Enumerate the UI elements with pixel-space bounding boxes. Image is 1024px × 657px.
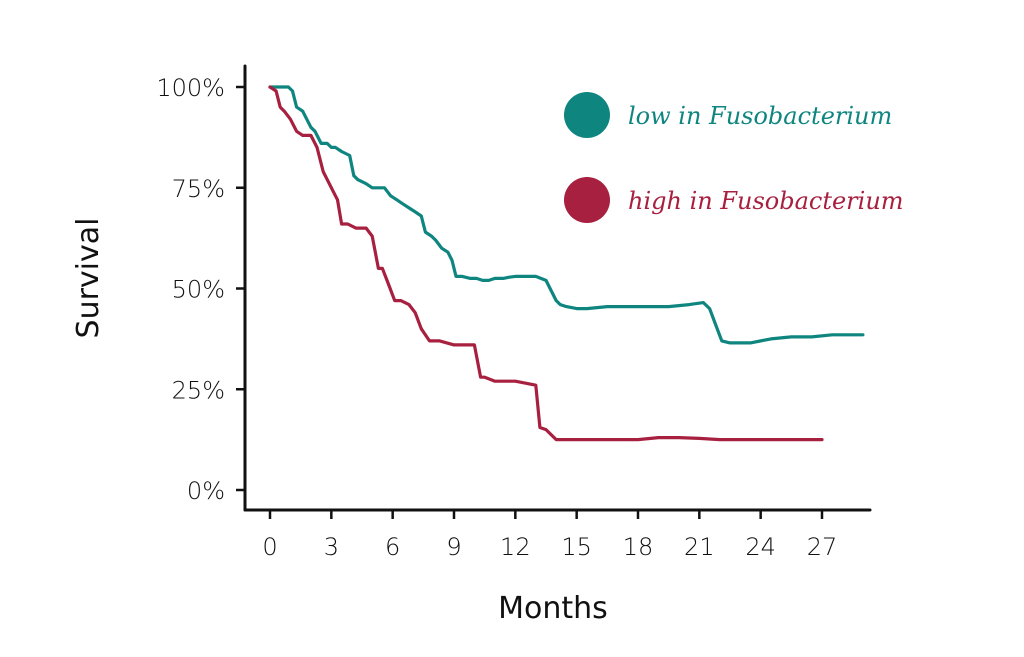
series-line-high — [268, 85, 824, 442]
x-tick-label: 0 — [262, 533, 277, 561]
x-tick-label: 21 — [684, 533, 715, 561]
x-tick-label: 12 — [500, 533, 531, 561]
series-layer — [268, 85, 865, 442]
legend-swatch-high — [564, 177, 610, 223]
y-tick-label: 75% — [172, 175, 225, 203]
x-tick-label: 9 — [446, 533, 461, 561]
y-tick-label: 100% — [156, 74, 225, 102]
legend-swatch-low — [564, 92, 610, 138]
legend-label-high: high in Fusobacterium — [628, 187, 904, 215]
legend: low in Fusobacterium high in Fusobacteriu… — [564, 92, 904, 223]
x-tick-label: 27 — [807, 533, 838, 561]
y-tick-label: 0% — [187, 477, 225, 505]
x-tick-label: 15 — [561, 533, 592, 561]
x-tick-label: 3 — [324, 533, 339, 561]
axes: 0% 25% 50% 75% 100% 0 3 6 9 12 15 18 21 24 27 — [156, 64, 872, 561]
x-tick-label: 18 — [623, 533, 654, 561]
x-axis-title: Months — [498, 591, 608, 626]
y-axis-title: Survival — [71, 218, 106, 339]
x-tick-label: 24 — [745, 533, 776, 561]
legend-label-low: low in Fusobacterium — [628, 102, 892, 130]
y-tick-label: 50% — [172, 276, 225, 304]
x-tick-label: 6 — [385, 533, 400, 561]
axis-titles: Months Survival — [71, 218, 608, 626]
y-tick-label: 25% — [172, 376, 225, 404]
series-line-low — [268, 85, 865, 345]
